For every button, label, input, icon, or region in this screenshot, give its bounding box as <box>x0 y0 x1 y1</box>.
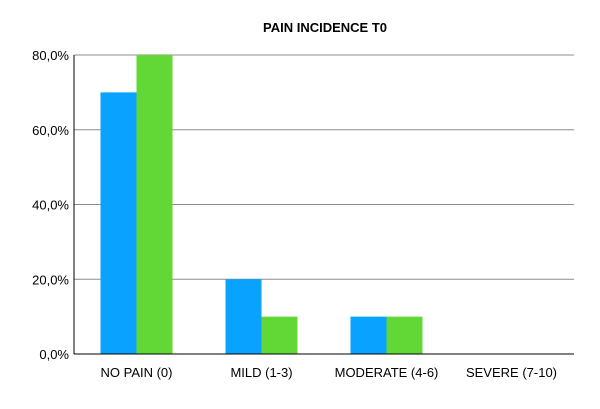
bar-series-2 <box>261 316 298 354</box>
bar-series-1 <box>350 316 387 354</box>
axis-layer <box>73 55 574 355</box>
bar-series-1 <box>225 279 262 354</box>
x-category-label: MILD (1-3) <box>230 365 292 380</box>
bar-series-2 <box>136 55 173 354</box>
y-tick-label: 0,0% <box>39 347 69 362</box>
y-tick-label: 20,0% <box>32 272 69 287</box>
y-tick-label: 60,0% <box>32 123 69 138</box>
labels-layer: 0,0% 20,0% 40,0% 60,0% 80,0% NO PAIN (0) MILD … <box>32 48 557 380</box>
bar-series-1 <box>100 92 137 354</box>
y-tick-label: 40,0% <box>32 198 69 213</box>
chart-title: PAIN INCIDENCE T0 <box>263 20 387 35</box>
x-category-label: SEVERE (7-10) <box>466 365 557 380</box>
x-category-label: NO PAIN (0) <box>101 365 173 380</box>
bars-layer <box>100 55 423 354</box>
x-category-label: MODERATE (4-6) <box>335 365 439 380</box>
bar-series-2 <box>386 316 423 354</box>
y-tick-label: 80,0% <box>32 48 69 63</box>
